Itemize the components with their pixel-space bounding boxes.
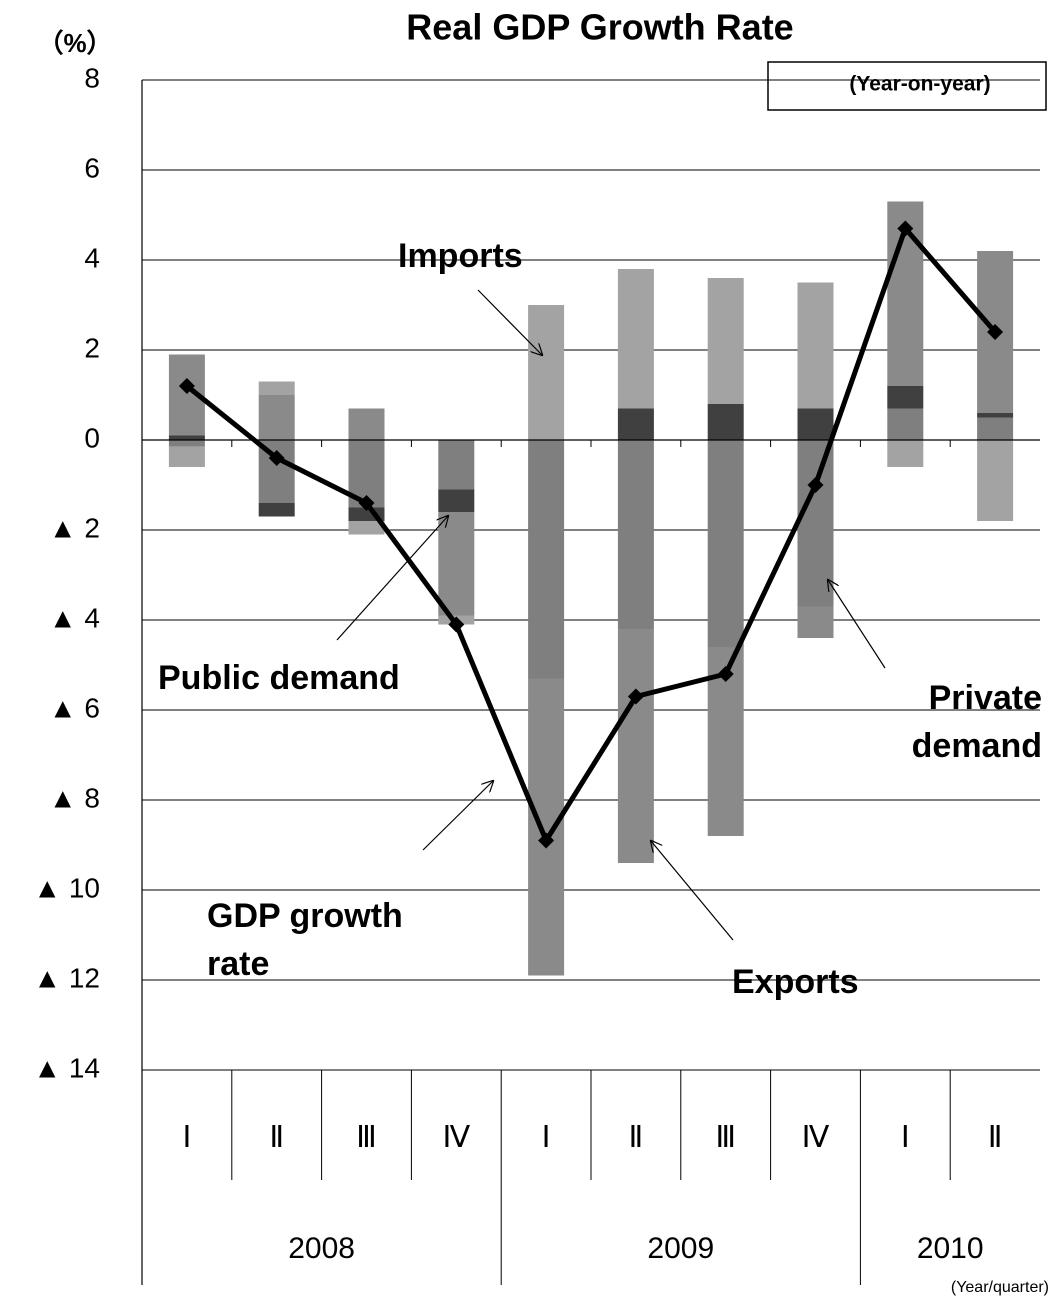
x-tick-label: Ⅱ (269, 1121, 284, 1154)
group-label: 2009 (647, 1232, 714, 1265)
x-tick-label: Ⅲ (715, 1121, 736, 1154)
arrow (422, 781, 493, 851)
y-tick-label: 4 (84, 242, 100, 273)
line-marker (358, 495, 375, 511)
line-marker (897, 220, 914, 237)
bar-segment (977, 417, 1014, 440)
bar-segment (797, 440, 834, 607)
bar-segment (617, 269, 654, 409)
bar-segment (797, 282, 834, 409)
y-tick-label: ▲ 14 (33, 1052, 100, 1083)
note: (Year-on-year) (849, 73, 990, 96)
note-box (767, 61, 1047, 111)
bar-segment (617, 629, 654, 863)
series-label: Public demand (158, 659, 400, 697)
bar-segment (617, 408, 654, 440)
y-tick-label: ▲ 12 (33, 962, 100, 993)
bar-segment (258, 395, 295, 440)
bar-segment (528, 678, 565, 976)
annotation-arrows (336, 289, 886, 941)
y-tick-label: ▲ 8 (49, 782, 100, 813)
x-tick-label: Ⅳ (442, 1121, 470, 1154)
series-label: Imports (398, 237, 523, 275)
line-marker (178, 378, 195, 394)
x-axis-label: (Year/quarter) (951, 1279, 1049, 1296)
chart-title: Real GDP Growth Rate (406, 7, 793, 48)
line (185, 226, 997, 843)
y-tick-label: 0 (84, 422, 100, 453)
line-marker (448, 616, 465, 633)
bar-segment (707, 278, 744, 404)
x-tick-label: Ⅰ (901, 1121, 910, 1154)
x-tick-label: Ⅱ (988, 1121, 1003, 1154)
line-marker (717, 666, 734, 682)
line-marker (268, 450, 285, 466)
bar-segment (168, 440, 205, 447)
x-tick-label: Ⅲ (356, 1121, 377, 1154)
y-tick-label: 2 (84, 332, 100, 363)
bar-segment (887, 386, 924, 409)
bar-segment (977, 413, 1014, 418)
bar-segment (348, 408, 385, 440)
bar-segment (258, 381, 295, 395)
group-label: 2008 (288, 1232, 355, 1265)
series-label: GDP growth rate (207, 897, 403, 983)
series-label: Private demand (911, 679, 1042, 765)
bar-segment (438, 512, 475, 616)
bar-segment (887, 408, 924, 440)
bar-segment (528, 305, 565, 440)
bar-segment (797, 606, 834, 638)
bar-segment (168, 435, 205, 440)
line-marker (987, 324, 1004, 340)
y-tick-label: 6 (84, 152, 100, 183)
x-tick-label: Ⅳ (802, 1121, 830, 1154)
x-tick-label: Ⅰ (182, 1121, 191, 1154)
x-tick-label: Ⅰ (542, 1121, 551, 1154)
bar-segment (528, 440, 565, 679)
bar-segment (617, 440, 654, 629)
y-tick-label: ▲ 10 (33, 872, 100, 903)
bar-segment (438, 489, 475, 512)
y-tick-label: 8 (84, 62, 100, 93)
line-marker (807, 477, 824, 493)
bars (168, 201, 1014, 976)
bar-segment (438, 440, 475, 490)
arrow (477, 289, 542, 355)
line-marker (627, 688, 644, 705)
bar-segment (168, 446, 205, 467)
series-label: Exports (732, 963, 859, 1001)
y-axis-label: （%） (37, 28, 112, 58)
arrow (336, 516, 448, 641)
arrow (828, 580, 886, 669)
line-marker (538, 832, 555, 849)
bar-segment (258, 503, 295, 517)
bar-segment (348, 521, 385, 535)
bar-segment (707, 404, 744, 440)
group-label: 2010 (917, 1232, 984, 1265)
bar-segment (797, 408, 834, 440)
arrow (651, 841, 734, 941)
bar-segment (977, 440, 1014, 521)
y-tick-label: ▲ 4 (49, 602, 100, 633)
bar-segment (887, 440, 924, 467)
y-tick-label: ▲ 2 (49, 512, 100, 543)
bar-segment (707, 440, 744, 647)
y-tick-label: ▲ 6 (49, 692, 100, 723)
x-tick-label: Ⅱ (629, 1121, 644, 1154)
